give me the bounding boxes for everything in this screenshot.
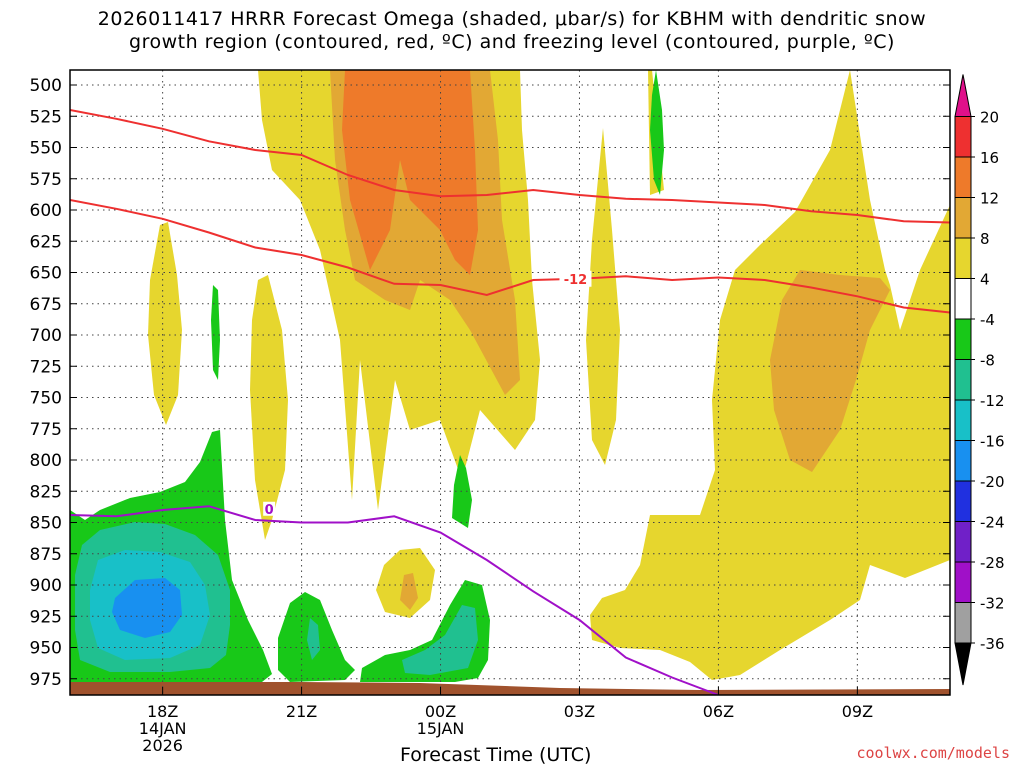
y-tick-label: 525 [30, 107, 62, 127]
colorbar-label: 8 [980, 230, 990, 248]
plot-frame [69, 69, 951, 696]
omega-region-orange-small [400, 573, 418, 610]
y-tick-label: 675 [30, 295, 62, 315]
pressure-axis: 500 525 550 575 600 625 650 675 700 725 750 775 800 8… [30, 76, 950, 690]
colorbar-label: 4 [980, 271, 990, 289]
colorbar-bin [954, 561, 972, 603]
omega-region-green-6 [211, 285, 220, 380]
y-tick-label: 875 [30, 545, 62, 565]
colorbar-bin [954, 197, 972, 239]
colorbar-label: -4 [980, 311, 995, 329]
omega-region-blue [112, 578, 182, 638]
omega-colorbar: 20 16 12 8 4 -4 -8 -12 -16 -20 -24 -28 -32 -36 [954, 74, 1005, 686]
omega-region-yellow-2 [250, 275, 288, 540]
x-tick-label: 15JAN [417, 719, 465, 738]
omega-region-deep-orange [342, 70, 478, 275]
pressure-gridlines [70, 84, 950, 680]
dgz-contour-line [70, 199, 950, 314]
colorbar-under-triangle [954, 642, 972, 686]
colorbar-bin [954, 399, 972, 441]
colorbar-label: 12 [980, 190, 999, 208]
contour-label-bg [559, 270, 592, 287]
chart-title-line2: growth region (contoured, red, ºC) and f… [129, 31, 895, 53]
y-tick-label: 650 [30, 264, 62, 284]
y-tick-label: 825 [30, 482, 62, 502]
colorbar-label: -24 [980, 514, 1005, 532]
colorbar-label: -32 [980, 595, 1005, 613]
y-tick-label: 550 [30, 139, 62, 159]
x-tick-label: 09Z [842, 702, 873, 721]
x-tick-label: 21Z [286, 702, 317, 721]
colorbar-bin [954, 237, 972, 279]
colorbar-label: -8 [980, 352, 995, 370]
omega-region-green-5 [650, 70, 664, 195]
chart-title-line1: 2026011417 HRRR Forecast Omega (shaded, … [97, 8, 927, 30]
y-tick-label: 600 [30, 201, 62, 221]
ground-surface [70, 682, 950, 695]
y-tick-label: 900 [30, 576, 62, 596]
colorbar-label: -20 [980, 473, 1005, 491]
x-tick-label: 18Z [147, 702, 178, 721]
y-tick-label: 725 [30, 357, 62, 377]
y-tick-label: 850 [30, 514, 62, 534]
y-tick-label: 500 [30, 76, 62, 96]
x-axis-title: Forecast Time (UTC) [400, 744, 592, 766]
x-tick-label: 06Z [703, 702, 734, 721]
colorbar-bin [954, 521, 972, 563]
omega-region-yellow-right [590, 70, 950, 680]
omega-region-yellow-3 [586, 128, 620, 465]
colorbar-bin [954, 480, 972, 522]
contour-label-bg [263, 501, 276, 516]
colorbar-bin [954, 602, 972, 644]
colorbar-label: 20 [980, 109, 999, 127]
omega-region-teal-2 [307, 618, 320, 660]
x-tick-label: 03Z [564, 702, 595, 721]
colorbar-label: 16 [980, 149, 999, 167]
omega-region-green-4 [452, 455, 472, 528]
y-tick-label: 975 [30, 670, 62, 690]
colorbar-label: -36 [980, 635, 1005, 653]
y-tick-label: 950 [30, 639, 62, 659]
colorbar-label: -16 [980, 433, 1005, 451]
colorbar-bin [954, 116, 972, 158]
y-tick-label: 925 [30, 607, 62, 627]
y-tick-label: 625 [30, 232, 62, 252]
y-tick-label: 750 [30, 389, 62, 409]
colorbar-over-triangle [954, 74, 972, 117]
colorbar-bin [954, 359, 972, 401]
colorbar-label: -28 [980, 554, 1005, 572]
y-tick-label: 775 [30, 420, 62, 440]
y-tick-label: 700 [30, 326, 62, 346]
x-tick-label: 2026 [142, 736, 183, 755]
omega-region-yellow-1 [148, 222, 182, 425]
freezing-contour-label: 0 [265, 503, 274, 518]
colorbar-bin [954, 318, 972, 360]
colorbar-bin [954, 156, 972, 198]
dgz-contour-label: -12 [564, 273, 588, 288]
colorbar-bin [954, 440, 972, 482]
y-tick-label: 575 [30, 170, 62, 190]
x-tick-label: 00Z [425, 702, 456, 721]
x-tick-label: 14JAN [139, 719, 187, 738]
omega-region-orange-right [770, 270, 890, 472]
freezing-level-line [70, 505, 719, 695]
colorbar-label: -12 [980, 392, 1005, 410]
colorbar-bin [954, 278, 972, 320]
omega-region-teal-3 [402, 605, 478, 675]
y-tick-label: 800 [30, 451, 62, 471]
dgz-contour-line [70, 109, 950, 224]
site-credit: coolwx.com/models [856, 744, 1010, 762]
